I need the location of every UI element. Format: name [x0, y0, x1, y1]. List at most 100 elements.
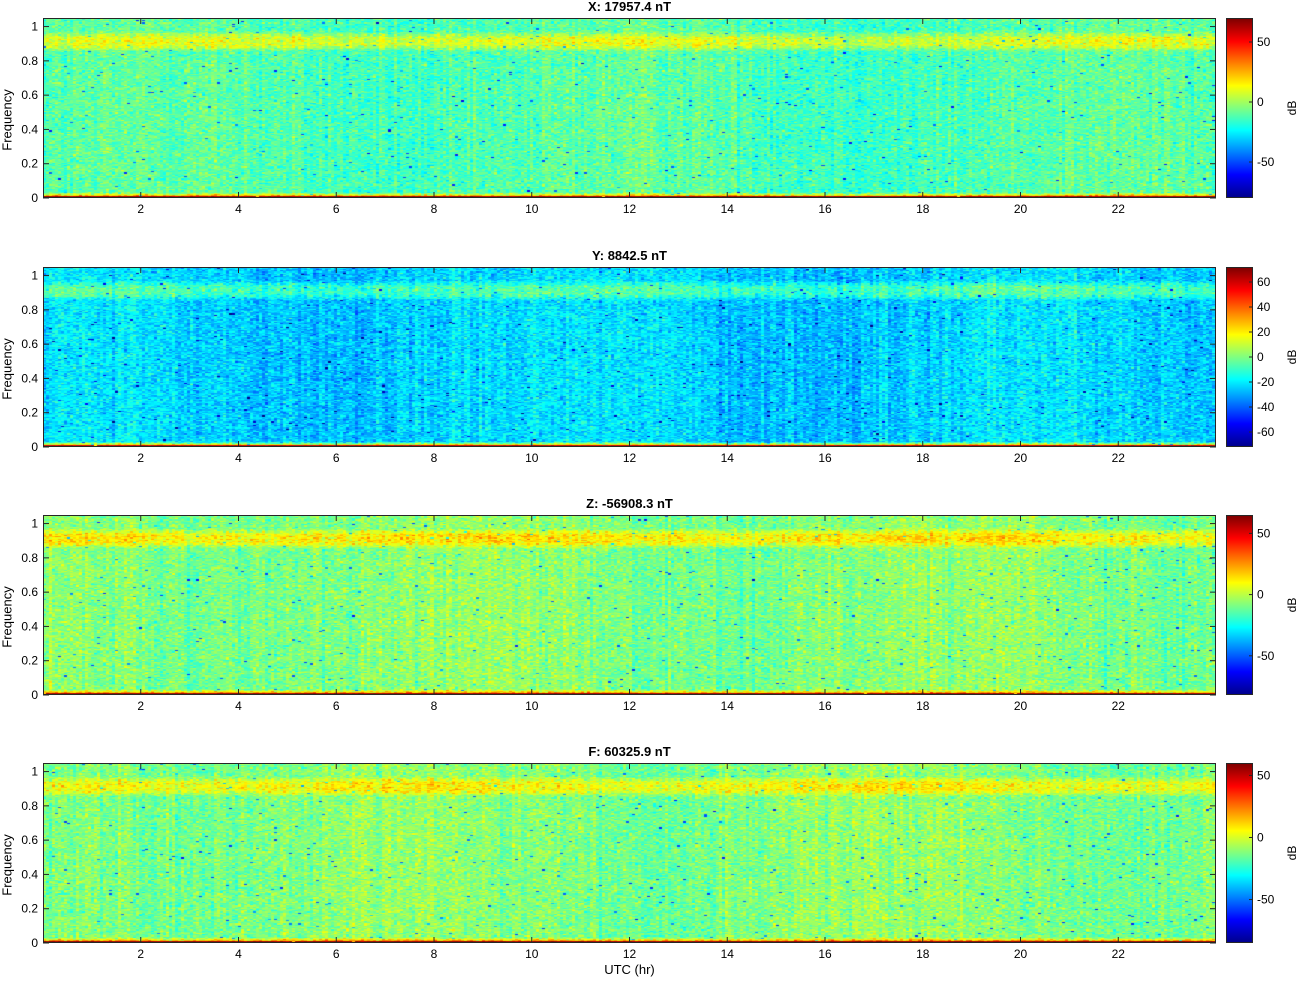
- x-tick-label: 2: [137, 947, 144, 961]
- colorbar-tick-label: 50: [1257, 768, 1271, 782]
- colorbar-tick-label: 60: [1257, 275, 1271, 289]
- y-tick-label: 0: [31, 440, 38, 454]
- x-tick-label: 8: [431, 202, 438, 216]
- y-tick-label: 0.6: [21, 585, 38, 599]
- spectrogram-panel-x: X: 17957.4 nT Frequency dB 2 4 6 8 10 12 14 16 1…: [0, 0, 1297, 245]
- y-tick-label: 0.6: [21, 833, 38, 847]
- y-tick-label: 1: [31, 765, 38, 779]
- y-tick-label: 0.2: [21, 902, 38, 916]
- colorbar-tick-label: -50: [1257, 893, 1275, 907]
- x-tick-label: 6: [333, 947, 340, 961]
- x-tick-label: 14: [721, 451, 735, 465]
- colorbar-tick-label: 0: [1257, 350, 1264, 364]
- x-tick-label: 16: [818, 202, 832, 216]
- x-tick-label: 6: [333, 699, 340, 713]
- y-tick-label: 0.2: [21, 157, 38, 171]
- spectrogram-panel-f: F: 60325.9 nT Frequency dB 2 4 6 8 10 12 14 16 1…: [0, 744, 1297, 990]
- colorbar: [1226, 763, 1253, 943]
- x-tick-label: 10: [525, 202, 539, 216]
- x-tick-label: 10: [525, 699, 539, 713]
- spectrogram-image: [43, 267, 1216, 447]
- colorbar-tick-label: 40: [1257, 300, 1271, 314]
- x-tick-label: 6: [333, 451, 340, 465]
- x-tick-label: 16: [818, 947, 832, 961]
- axes-ticks: 2 4 6 8 10 12 14 16 18 20 22 0 0.2 0.4 0.6 0.8 1 -50 0 50: [21, 18, 1275, 216]
- panel-title: Y: 8842.5 nT: [592, 248, 667, 263]
- x-tick-label: 4: [235, 451, 242, 465]
- x-tick-label: 18: [916, 699, 930, 713]
- x-tick-label: 6: [333, 202, 340, 216]
- y-tick-label: 0.8: [21, 799, 38, 813]
- y-tick-label: 0.6: [21, 337, 38, 351]
- x-tick-label: 10: [525, 451, 539, 465]
- colorbar: [1226, 18, 1253, 198]
- x-tick-label: 14: [721, 699, 735, 713]
- x-tick-label: 4: [235, 699, 242, 713]
- y-tick-label: 0.4: [21, 122, 38, 136]
- y-tick-label: 1: [31, 517, 38, 531]
- axes-ticks: 2 4 6 8 10 12 14 16 18 20 22 0 0.2 0.4 0.6 0.8 1 -50 0 50: [21, 763, 1275, 961]
- x-tick-label: 18: [916, 202, 930, 216]
- y-tick-label: 0.6: [21, 88, 38, 102]
- x-tick-label: 18: [916, 451, 930, 465]
- x-tick-label: 16: [818, 699, 832, 713]
- x-tick-label: 22: [1112, 202, 1126, 216]
- x-tick-label: 2: [137, 699, 144, 713]
- x-tick-label: 12: [623, 451, 637, 465]
- x-tick-label: 20: [1014, 947, 1028, 961]
- x-tick-label: 4: [235, 947, 242, 961]
- y-tick-label: 0.2: [21, 654, 38, 668]
- x-tick-label: 22: [1112, 947, 1126, 961]
- x-tick-label: 4: [235, 202, 242, 216]
- panel-title: Z: -56908.3 nT: [586, 496, 673, 511]
- x-axis-label: UTC (hr): [604, 962, 655, 977]
- spectrogram-panel-z: Z: -56908.3 nT Frequency dB 2 4 6 8 10 12 14 16…: [0, 496, 1297, 742]
- y-tick-label: 1: [31, 20, 38, 34]
- y-tick-label: 0.8: [21, 303, 38, 317]
- x-tick-label: 14: [721, 947, 735, 961]
- x-tick-label: 12: [623, 202, 637, 216]
- x-tick-label: 20: [1014, 202, 1028, 216]
- x-tick-label: 8: [431, 947, 438, 961]
- colorbar-tick-label: -50: [1257, 649, 1275, 663]
- x-tick-label: 12: [623, 699, 637, 713]
- y-tick-label: 0: [31, 936, 38, 950]
- y-tick-label: 0.8: [21, 551, 38, 565]
- x-tick-label: 2: [137, 202, 144, 216]
- y-tick-label: 0.2: [21, 406, 38, 420]
- colorbar: [1226, 515, 1253, 695]
- x-tick-label: 2: [137, 451, 144, 465]
- panel-title: X: 17957.4 nT: [587, 0, 672, 14]
- y-tick-label: 1: [31, 269, 38, 283]
- spectrogram-image: [43, 515, 1216, 695]
- axes-ticks: 2 4 6 8 10 12 14 16 18 20 22 0 0.2 0.4 0.6 0.8 1 -50 0 50: [21, 515, 1275, 713]
- colorbar-tick-label: 0: [1257, 830, 1264, 844]
- colorbar-tick-label: 0: [1257, 95, 1264, 109]
- y-tick-label: 0: [31, 191, 38, 205]
- spectrogram-image: [43, 763, 1216, 943]
- colorbar-tick-label: -50: [1257, 155, 1275, 169]
- y-tick-label: 0.8: [21, 54, 38, 68]
- x-tick-label: 20: [1014, 699, 1028, 713]
- y-tick-label: 0.4: [21, 867, 38, 881]
- x-tick-label: 10: [525, 947, 539, 961]
- x-tick-label: 22: [1112, 451, 1126, 465]
- y-tick-label: 0.4: [21, 619, 38, 633]
- axes-ticks: 2 4 6 8 10 12 14 16 18 20 22 0 0.2 0.4 0.6 0.8 1 -60 -40 -2…: [21, 267, 1275, 465]
- x-tick-label: 14: [721, 202, 735, 216]
- x-tick-label: 8: [431, 699, 438, 713]
- colorbar-tick-label: 50: [1257, 35, 1271, 49]
- x-tick-label: 18: [916, 947, 930, 961]
- colorbar-tick-label: 20: [1257, 325, 1271, 339]
- spectrogram-image: [43, 18, 1216, 198]
- colorbar-tick-label: -20: [1257, 375, 1275, 389]
- y-tick-label: 0.4: [21, 371, 38, 385]
- colorbar-tick-label: -60: [1257, 425, 1275, 439]
- x-tick-label: 22: [1112, 699, 1126, 713]
- x-tick-label: 12: [623, 947, 637, 961]
- colorbar-tick-label: 50: [1257, 526, 1271, 540]
- x-tick-label: 16: [818, 451, 832, 465]
- colorbar-tick-label: -40: [1257, 400, 1275, 414]
- x-tick-label: 20: [1014, 451, 1028, 465]
- panel-title: F: 60325.9 nT: [588, 744, 671, 759]
